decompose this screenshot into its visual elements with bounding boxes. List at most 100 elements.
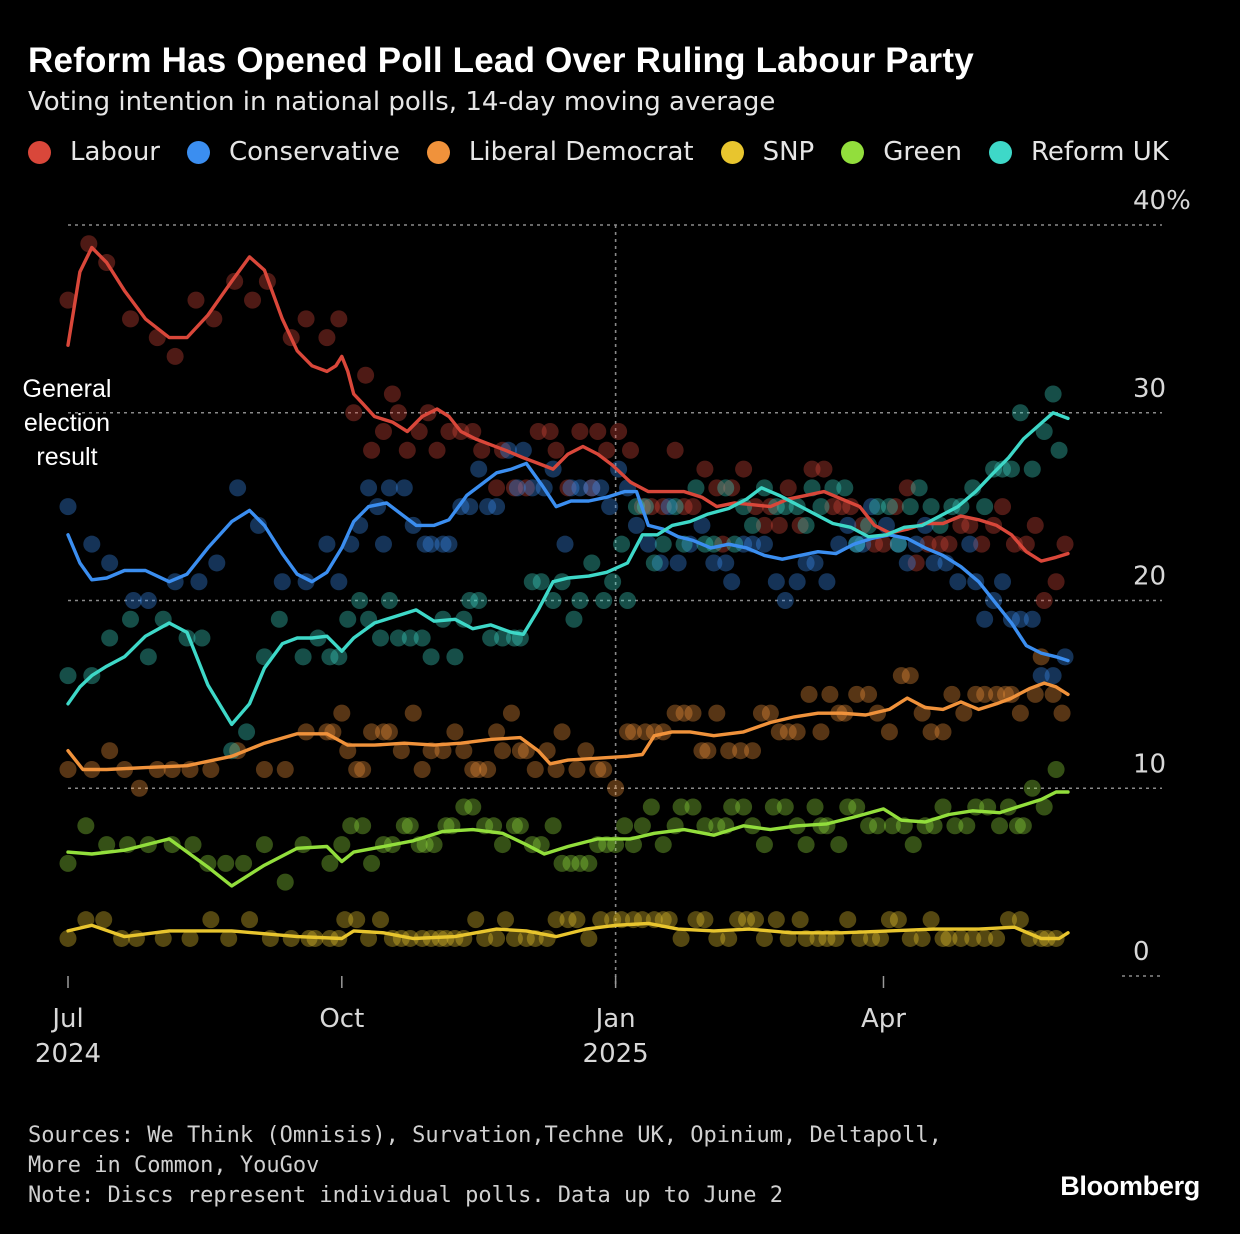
poll-disc — [779, 723, 797, 741]
poll-disc — [59, 498, 77, 516]
poll-disc — [363, 441, 381, 459]
poll-disc — [413, 629, 431, 647]
poll-disc — [330, 648, 348, 666]
poll-disc — [729, 911, 747, 929]
poll-disc — [994, 573, 1012, 591]
legend-item-snp[interactable]: SNP — [720, 137, 814, 167]
poll-disc — [660, 498, 678, 516]
poll-disc — [747, 911, 764, 929]
poll-disc — [497, 911, 514, 929]
poll-disc — [654, 535, 672, 553]
poll-disc — [59, 667, 77, 685]
poll-disc — [764, 798, 782, 816]
poll-disc — [562, 854, 580, 872]
poll-disc — [98, 836, 116, 854]
poll-disc — [1032, 667, 1050, 685]
annotation-line: result — [36, 443, 97, 471]
poll-disc — [244, 291, 262, 309]
poll-disc — [357, 366, 375, 384]
poll-disc — [696, 911, 714, 929]
legend-item-conservative[interactable]: Conservative — [187, 137, 400, 167]
poll-disc — [336, 911, 354, 929]
poll-disc — [1023, 460, 1041, 478]
poll-disc — [202, 911, 220, 929]
poll-disc — [776, 592, 794, 609]
poll-disc — [693, 516, 711, 534]
poll-disc — [422, 535, 440, 553]
poll-disc — [797, 516, 815, 534]
poll-disc — [976, 685, 994, 703]
poll-disc — [505, 929, 523, 947]
poll-disc — [565, 610, 583, 628]
sources-line-1: Sources: We Think (Omnisis), Survation,T… — [28, 1123, 942, 1148]
poll-disc — [249, 516, 267, 534]
poll-disc — [488, 929, 506, 947]
poll-disc — [580, 929, 598, 947]
poll-disc — [482, 629, 500, 647]
poll-disc — [613, 535, 631, 553]
poll-disc — [934, 798, 952, 816]
poll-disc — [595, 592, 613, 609]
poll-disc — [473, 441, 491, 459]
poll-disc — [961, 516, 979, 534]
x-tick-label: Jan — [594, 1004, 636, 1034]
poll-disc — [398, 441, 416, 459]
poll-disc — [1023, 779, 1041, 797]
poll-disc — [294, 836, 312, 854]
poll-disc — [562, 479, 580, 497]
poll-disc — [580, 854, 598, 872]
series-line-reform-uk — [66, 411, 1070, 727]
x-tick-year-label: 2025 — [583, 1039, 649, 1069]
poll-disc — [607, 779, 625, 797]
poll-disc — [696, 817, 714, 835]
poll-disc — [687, 479, 705, 497]
poll-disc — [425, 836, 443, 854]
poll-disc — [672, 798, 690, 816]
poll-disc — [583, 479, 601, 497]
poll-disc — [806, 554, 824, 572]
poll-disc — [1053, 704, 1071, 722]
poll-disc — [238, 723, 256, 741]
poll-disc — [976, 498, 994, 516]
poll-disc — [869, 817, 887, 835]
legend-item-liberal-democrat[interactable]: Liberal Democrat — [426, 137, 694, 167]
poll-disc — [470, 760, 488, 778]
y-tick-label: 0 — [1133, 937, 1150, 967]
poll-disc — [898, 554, 916, 572]
poll-disc — [199, 854, 217, 872]
legend-item-green[interactable]: Green — [841, 137, 962, 167]
poll-disc — [488, 479, 506, 497]
poll-disc — [470, 460, 488, 478]
poll-disc — [139, 648, 157, 666]
legend-label-green: Green — [883, 137, 962, 167]
poll-disc — [529, 423, 547, 441]
poll-disc — [297, 723, 315, 741]
poll-disc — [410, 423, 428, 441]
poll-disc — [297, 310, 315, 328]
poll-disc — [276, 873, 294, 891]
poll-disc — [523, 573, 541, 591]
poll-disc — [208, 554, 226, 572]
poll-disc — [860, 685, 878, 703]
poll-disc — [994, 498, 1012, 516]
poll-disc — [839, 911, 857, 929]
poll-disc — [553, 723, 571, 741]
legend-item-reform-uk[interactable]: Reform UK — [988, 137, 1169, 167]
poll-disc — [851, 929, 869, 947]
poll-disc — [666, 498, 684, 516]
poll-disc — [922, 498, 940, 516]
poll-disc — [922, 911, 940, 929]
poll-disc — [455, 798, 473, 816]
chart-legend: Labour Conservative Liberal Democrat SNP… — [28, 134, 1196, 170]
poll-disc — [693, 742, 711, 760]
y-tick-label: 10 — [1133, 749, 1166, 779]
annotation-line: election — [24, 409, 110, 437]
poll-disc — [434, 535, 452, 553]
poll-disc — [511, 742, 529, 760]
poll-disc — [717, 479, 735, 497]
poll-disc — [800, 685, 818, 703]
poll-disc — [639, 535, 657, 553]
poll-disc — [589, 760, 607, 778]
legend-item-labour[interactable]: Labour — [28, 137, 160, 167]
poll-disc — [1035, 423, 1053, 441]
